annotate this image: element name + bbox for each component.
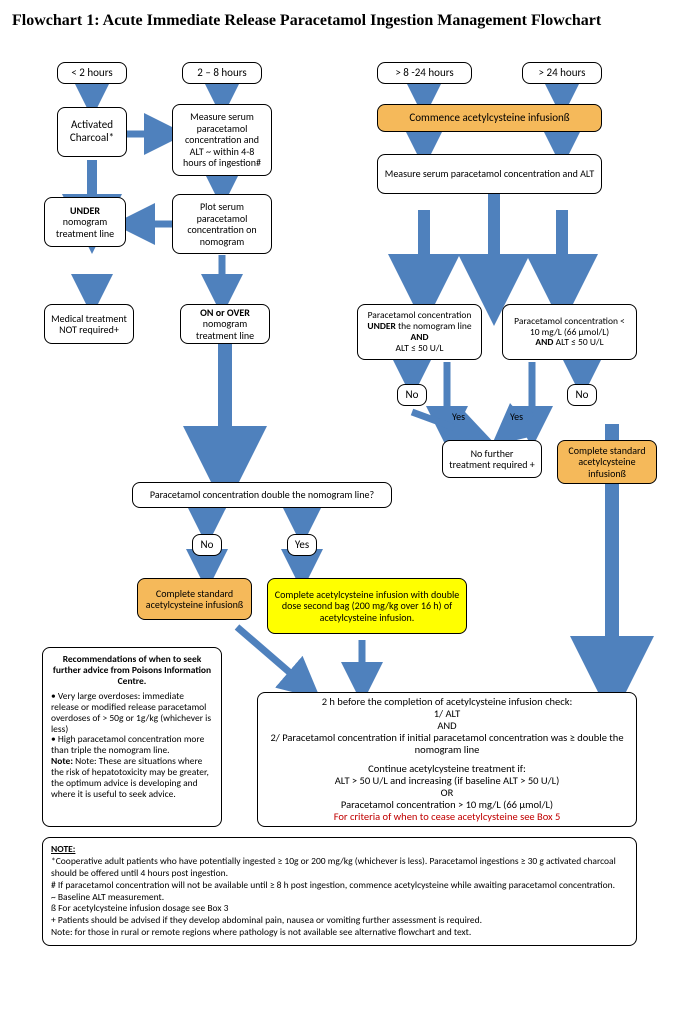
- label-yes-1: Yes: [452, 410, 465, 423]
- node-double-dose: Complete acetylcysteine infusion with do…: [267, 578, 467, 634]
- node-double-q: Paracetamol concentration double the nom…: [132, 482, 392, 508]
- node-commence: Commence acetylcysteine infusionß: [377, 104, 602, 132]
- node-no-3: No: [192, 534, 222, 556]
- node-lt2h: < 2 hours: [57, 62, 127, 84]
- label-yes-2: Yes: [510, 410, 523, 423]
- page-title: Flowchart 1: Acute Immediate Release Par…: [12, 12, 665, 30]
- node-8-24h: > 8 -24 hours: [377, 62, 472, 84]
- node-no-1: No: [397, 384, 427, 406]
- node-gt24h: > 24 hours: [522, 62, 602, 84]
- node-measure48: Measure serum paracetamol concentration …: [172, 104, 272, 176]
- node-charcoal: Activated Charcoal*: [57, 107, 127, 157]
- node-2-8h: 2 – 8 hours: [182, 62, 262, 84]
- node-no-2: No: [567, 384, 597, 406]
- node-complete-left: Complete standard acetylcysteine infusio…: [137, 578, 252, 620]
- final-check-box: 2 h before the completion of acetylcyste…: [257, 692, 637, 827]
- node-pc-under: Paracetamol concentration UNDER the nomo…: [357, 304, 482, 360]
- node-pc-lt10: Paracetamol concentration < 10 mg/L (66 …: [502, 304, 637, 360]
- node-on-over: ON or OVERnomogram treatment line: [180, 304, 270, 344]
- node-no-further: No further treatment required +: [442, 440, 542, 478]
- node-not-required: Medical treatment NOT required+: [44, 304, 134, 344]
- node-complete-right: Complete standard acetylcysteine infusio…: [557, 440, 657, 484]
- node-yes-3: Yes: [287, 534, 317, 556]
- node-measure-all: Measure serum paracetamol concentration …: [377, 154, 602, 194]
- node-plot: Plot serum paracetamol concentration on …: [172, 194, 272, 254]
- footnotes-box: NOTE: *Cooperative adult patients who ha…: [42, 837, 637, 946]
- recommendations-box: Recommendations of when to seek further …: [42, 647, 222, 827]
- node-under: UNDERnomogram treatment line: [44, 197, 126, 247]
- flowchart-canvas: < 2 hours 2 – 8 hours > 8 -24 hours > 24…: [12, 42, 665, 1022]
